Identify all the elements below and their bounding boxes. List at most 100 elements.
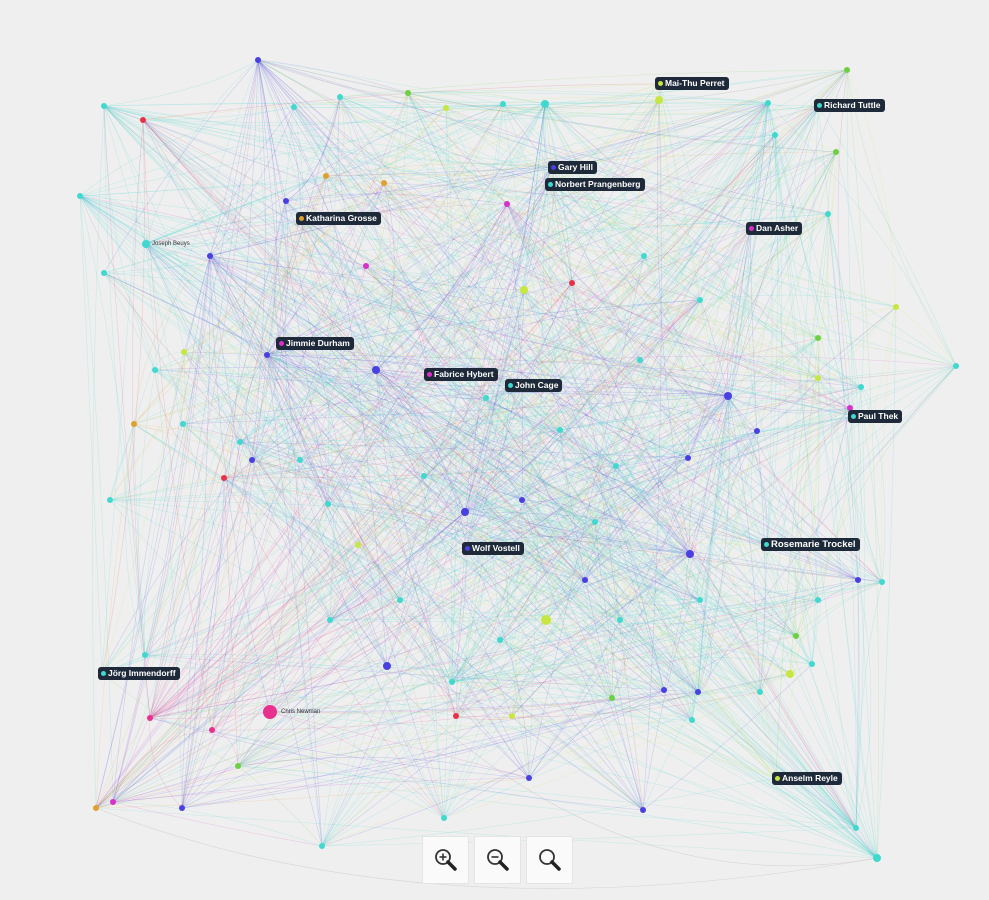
graph-node[interactable] — [449, 679, 455, 685]
graph-node[interactable] — [641, 253, 647, 259]
graph-node[interactable] — [661, 687, 667, 693]
graph-node[interactable] — [363, 263, 369, 269]
graph-node[interactable] — [953, 363, 959, 369]
graph-node[interactable] — [844, 67, 850, 73]
node-label[interactable]: Wolf Vostell — [462, 542, 524, 555]
graph-node[interactable] — [249, 457, 255, 463]
graph-node[interactable] — [893, 304, 899, 310]
graph-node[interactable] — [765, 100, 771, 106]
graph-node[interactable] — [101, 270, 107, 276]
graph-node[interactable] — [131, 421, 137, 427]
graph-node[interactable] — [519, 497, 525, 503]
graph-node[interactable] — [107, 497, 113, 503]
zoom-in-button[interactable] — [422, 836, 469, 884]
node-label[interactable]: Richard Tuttle — [814, 99, 885, 112]
graph-node[interactable] — [685, 455, 691, 461]
graph-node[interactable] — [237, 439, 243, 445]
graph-node[interactable] — [483, 395, 489, 401]
graph-node[interactable] — [772, 132, 778, 138]
graph-node[interactable] — [337, 94, 343, 100]
graph-node[interactable] — [815, 335, 821, 341]
graph-node[interactable] — [697, 597, 703, 603]
node-label[interactable]: Mai-Thu Perret — [655, 77, 729, 90]
graph-node[interactable] — [355, 542, 361, 548]
graph-node[interactable] — [152, 367, 158, 373]
graph-node[interactable] — [327, 617, 333, 623]
graph-node[interactable] — [142, 652, 148, 658]
graph-node[interactable] — [557, 427, 563, 433]
graph-node[interactable] — [421, 473, 427, 479]
graph-node[interactable] — [815, 375, 821, 381]
node-label[interactable]: John Cage — [505, 379, 563, 392]
graph-node[interactable] — [291, 104, 297, 110]
graph-node[interactable] — [655, 96, 663, 104]
node-label[interactable]: Jimmie Durham — [276, 337, 354, 350]
graph-node[interactable] — [497, 637, 503, 643]
graph-node[interactable] — [255, 57, 261, 63]
node-label[interactable]: Gary Hill — [548, 161, 597, 174]
graph-node[interactable] — [754, 428, 760, 434]
graph-node[interactable] — [101, 103, 107, 109]
graph-node[interactable] — [297, 457, 303, 463]
graph-node[interactable] — [637, 357, 643, 363]
graph-node[interactable] — [786, 670, 794, 678]
graph-node[interactable] — [142, 240, 150, 248]
graph-node[interactable] — [695, 689, 701, 695]
zoom-out-button[interactable] — [474, 836, 521, 884]
graph-node[interactable] — [640, 807, 646, 813]
graph-node[interactable] — [325, 501, 331, 507]
graph-node[interactable] — [264, 352, 270, 358]
graph-node[interactable] — [617, 617, 623, 623]
graph-node[interactable] — [441, 815, 447, 821]
graph-node[interactable] — [140, 117, 146, 123]
graph-node[interactable] — [372, 366, 380, 374]
graph-node[interactable] — [509, 713, 515, 719]
graph-node[interactable] — [689, 717, 695, 723]
graph-node[interactable] — [453, 713, 459, 719]
graph-node[interactable] — [405, 90, 411, 96]
graph-node[interactable] — [793, 633, 799, 639]
graph-node[interactable] — [569, 280, 575, 286]
graph-node[interactable] — [526, 775, 532, 781]
graph-node[interactable] — [209, 727, 215, 733]
graph-node[interactable] — [221, 475, 227, 481]
graph-node[interactable] — [847, 405, 853, 411]
graph-node[interactable] — [443, 105, 449, 111]
node-label-plain[interactable]: Chris Newman — [281, 709, 321, 715]
graph-node[interactable] — [879, 579, 885, 585]
graph-node[interactable] — [815, 597, 821, 603]
graph-node[interactable] — [235, 763, 241, 769]
graph-node[interactable] — [520, 286, 528, 294]
node-label[interactable]: Norbert Prangenberg — [545, 178, 645, 191]
graph-node[interactable] — [181, 349, 187, 355]
graph-node[interactable] — [592, 519, 598, 525]
graph-node[interactable] — [724, 392, 732, 400]
node-label[interactable]: Paul Thek — [848, 410, 903, 423]
graph-node[interactable] — [853, 825, 859, 831]
graph-node[interactable] — [207, 253, 213, 259]
node-label[interactable]: Dan Asher — [746, 222, 803, 235]
graph-node[interactable] — [541, 100, 549, 108]
graph-node[interactable] — [110, 799, 116, 805]
node-label[interactable]: Anselm Reyle — [772, 772, 842, 785]
graph-node[interactable] — [855, 577, 861, 583]
graph-node[interactable] — [383, 662, 391, 670]
graph-node[interactable] — [809, 661, 815, 667]
graph-node[interactable] — [461, 508, 469, 516]
graph-node[interactable] — [541, 615, 551, 625]
graph-node[interactable] — [686, 550, 694, 558]
graph-node[interactable] — [873, 854, 881, 862]
graph-node[interactable] — [381, 180, 387, 186]
graph-node[interactable] — [263, 705, 277, 719]
graph-node[interactable] — [504, 201, 510, 207]
graph-node[interactable] — [582, 577, 588, 583]
node-label[interactable]: Jörg Immendorff — [98, 667, 180, 680]
reset-zoom-button[interactable] — [526, 836, 573, 884]
graph-node[interactable] — [697, 297, 703, 303]
graph-node[interactable] — [323, 173, 329, 179]
graph-node[interactable] — [500, 101, 506, 107]
graph-node[interactable] — [397, 597, 403, 603]
graph-node[interactable] — [180, 421, 186, 427]
graph-node[interactable] — [613, 463, 619, 469]
